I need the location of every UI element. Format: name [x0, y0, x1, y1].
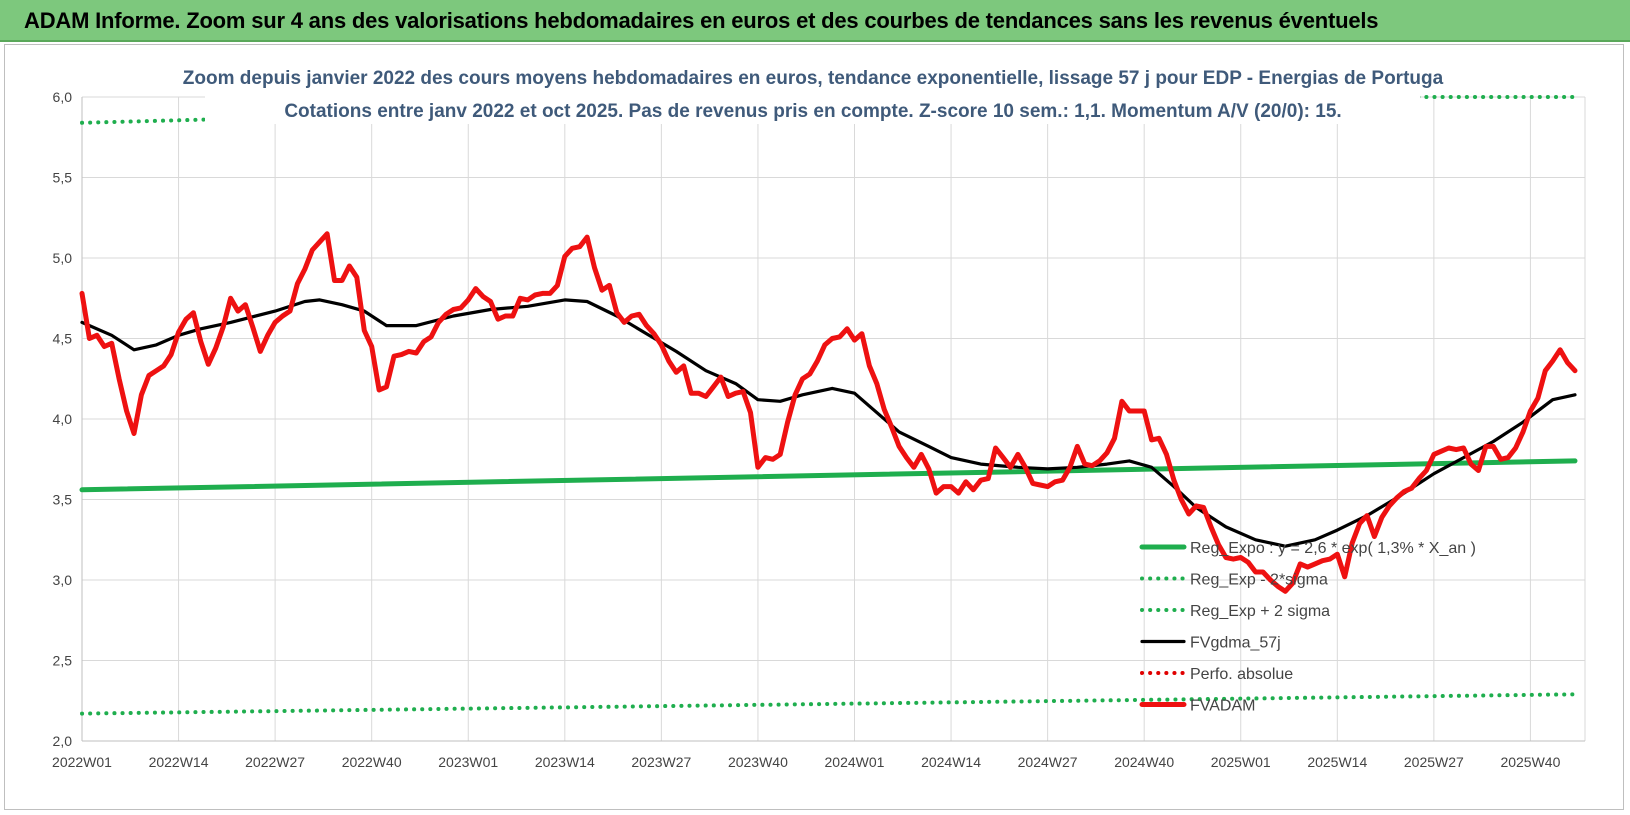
chart-title: Zoom depuis janvier 2022 des cours moyen… — [183, 68, 1444, 89]
y-tick-label: 5,0 — [53, 250, 73, 266]
y-tick-label: 2,0 — [53, 733, 73, 749]
x-tick-label: 2025W27 — [1404, 754, 1464, 770]
series-line-reg-exp-2-sigma — [80, 692, 1577, 716]
chart-grid — [81, 96, 1586, 742]
report-banner: ADAM Informe. Zoom sur 4 ans des valoris… — [0, 0, 1630, 42]
y-tick-label: 3,5 — [53, 492, 73, 508]
legend-label-fvadam: FVADAM — [1190, 698, 1255, 715]
y-tick-label: 2,5 — [53, 653, 73, 669]
chart-legend: Reg_Expo : y = 2,6 * exp( 1,3% * X_an ) R… — [1139, 540, 1476, 715]
series-line-reg-exp-2-sigma — [80, 95, 1577, 125]
y-tick-label: 5,5 — [53, 170, 73, 186]
series-line-reg-expo-y-2-6-exp-1-3-x-an — [79, 458, 1578, 493]
legend-label-fvgdma-57j: FVgdma_57j — [1190, 635, 1281, 652]
x-tick-label: 2025W14 — [1307, 754, 1367, 770]
x-tick-label: 2023W01 — [438, 754, 498, 770]
y-axis-ticks: 2,0 2,5 3,0 3,5 4,0 4,5 5,0 5,5 6,0 — [53, 89, 73, 749]
x-axis-ticks: 2022W01 2022W14 2022W27 2022W40 2023W01 2023W… — [52, 754, 1561, 770]
y-tick-label: 3,0 — [53, 572, 73, 588]
x-tick-label: 2024W27 — [1018, 754, 1078, 770]
chart-titles: Zoom depuis janvier 2022 des cours moyen… — [183, 62, 1444, 124]
chart-frame — [4, 44, 1624, 810]
x-tick-label: 2024W01 — [825, 754, 885, 770]
series-line-fvgdma-57j — [80, 298, 1577, 548]
legend-label-reg-exp-2-sigma: Reg_Exp + 2 sigma — [1190, 603, 1330, 620]
report-title: ADAM Informe. Zoom sur 4 ans des valoris… — [24, 8, 1379, 33]
legend-label-perfo-absolue: Perfo. absolue — [1190, 666, 1293, 683]
x-tick-label: 2023W40 — [728, 754, 788, 770]
y-tick-label: 4,5 — [53, 331, 73, 347]
x-tick-label: 2022W01 — [52, 754, 112, 770]
x-tick-label: 2022W27 — [245, 754, 305, 770]
y-tick-label: 6,0 — [53, 89, 73, 105]
chart-subtitle: Cotations entre janv 2022 et oct 2025. P… — [284, 101, 1341, 122]
x-tick-label: 2022W14 — [149, 754, 209, 770]
x-tick-label: 2025W01 — [1211, 754, 1271, 770]
series-line-fvadam — [79, 231, 1578, 594]
x-tick-label: 2023W14 — [535, 754, 595, 770]
title-background — [205, 62, 1420, 124]
y-tick-label: 4,0 — [53, 411, 73, 427]
chart-series — [79, 95, 1578, 716]
x-tick-label: 2025W40 — [1500, 754, 1560, 770]
legend-label-reg-exp-2-sigma: Reg_Exp - 2*sigma — [1190, 572, 1328, 589]
x-tick-label: 2022W40 — [342, 754, 402, 770]
legend-label-reg-expo-y-2-6-exp-1-3-x-an: Reg_Expo : y = 2,6 * exp( 1,3% * X_an ) — [1190, 540, 1476, 557]
x-tick-label: 2023W27 — [631, 754, 691, 770]
x-tick-label: 2024W40 — [1114, 754, 1174, 770]
x-tick-label: 2024W14 — [921, 754, 981, 770]
